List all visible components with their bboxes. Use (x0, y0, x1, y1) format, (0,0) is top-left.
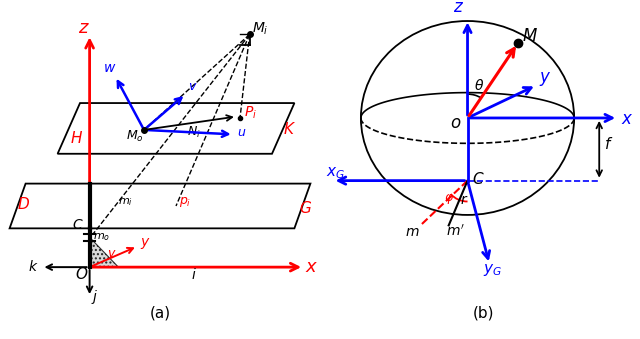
Text: x: x (306, 258, 316, 276)
Text: $\varphi$: $\varphi$ (444, 192, 454, 206)
Text: z: z (453, 0, 462, 16)
Text: G: G (300, 201, 311, 217)
Text: x: x (621, 110, 631, 128)
Text: v: v (188, 80, 196, 93)
Text: $m$: $m$ (404, 225, 419, 239)
Text: D: D (18, 197, 29, 212)
Text: H: H (70, 131, 82, 146)
Polygon shape (90, 237, 118, 267)
Text: (b): (b) (472, 306, 494, 321)
Text: C: C (472, 172, 483, 186)
Text: $M_i$: $M_i$ (252, 21, 269, 37)
Text: y: y (141, 235, 149, 249)
Text: $m_i$: $m_i$ (118, 197, 133, 208)
Text: $\theta$: $\theta$ (474, 78, 484, 93)
Text: w: w (104, 61, 115, 75)
Text: $N_i$: $N_i$ (187, 125, 201, 140)
Text: z: z (78, 19, 88, 37)
Text: r: r (461, 194, 467, 207)
Text: O: O (76, 267, 87, 282)
Text: $m_o$: $m_o$ (93, 231, 111, 243)
Text: C: C (72, 218, 82, 232)
Text: (a): (a) (149, 306, 171, 321)
Text: $y_G$: $y_G$ (483, 262, 502, 278)
Text: o: o (451, 115, 460, 133)
Text: y: y (540, 68, 550, 86)
Text: $M$: $M$ (522, 27, 538, 45)
Text: u: u (237, 126, 244, 139)
Text: $x_G$: $x_G$ (326, 165, 346, 181)
Text: $M_o$: $M_o$ (127, 129, 144, 144)
Text: $m'$: $m'$ (445, 224, 464, 239)
Text: K: K (283, 122, 293, 137)
Text: $p_i$: $p_i$ (179, 196, 191, 210)
Text: j: j (93, 291, 97, 304)
Text: f: f (605, 137, 611, 152)
Text: $P_i$: $P_i$ (244, 104, 257, 121)
Text: v: v (107, 247, 115, 260)
Text: i: i (192, 268, 196, 282)
Text: k: k (29, 260, 36, 274)
